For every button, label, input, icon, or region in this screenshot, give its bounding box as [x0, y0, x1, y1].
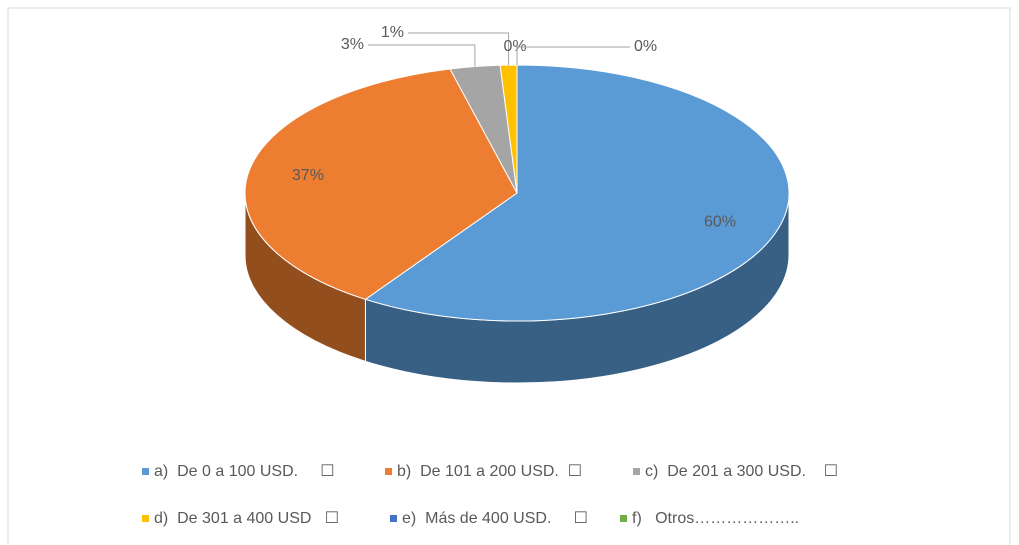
legend-marker	[390, 515, 397, 522]
leader-line	[516, 46, 630, 65]
data-label: 0%	[634, 38, 657, 55]
legend-label: a) De 0 a 100 USD. ☐	[154, 463, 335, 480]
legend-marker	[142, 468, 149, 475]
legend-marker	[385, 468, 392, 475]
slice	[244, 68, 518, 300]
legend-marker	[142, 515, 149, 522]
data-label: 60%	[704, 213, 736, 230]
legend-label: c) De 201 a 300 USD. ☐	[645, 463, 838, 480]
leader-line	[408, 32, 510, 66]
data-label: 1%	[381, 24, 404, 41]
legend-marker	[620, 515, 627, 522]
legend-label: d) De 301 a 400 USD ☐	[154, 510, 339, 527]
data-label: 37%	[292, 167, 324, 184]
chart-frame	[7, 7, 1011, 545]
data-label: 3%	[341, 36, 364, 53]
legend-label: e) Más de 400 USD. ☐	[402, 510, 588, 527]
legend-label: b) De 101 a 200 USD. ☐	[397, 463, 582, 480]
leader-line	[368, 44, 476, 67]
legend-label: f) Otros………………..	[632, 510, 799, 527]
data-label: 0%	[503, 38, 526, 55]
legend-marker	[633, 468, 640, 475]
slice	[364, 64, 790, 322]
